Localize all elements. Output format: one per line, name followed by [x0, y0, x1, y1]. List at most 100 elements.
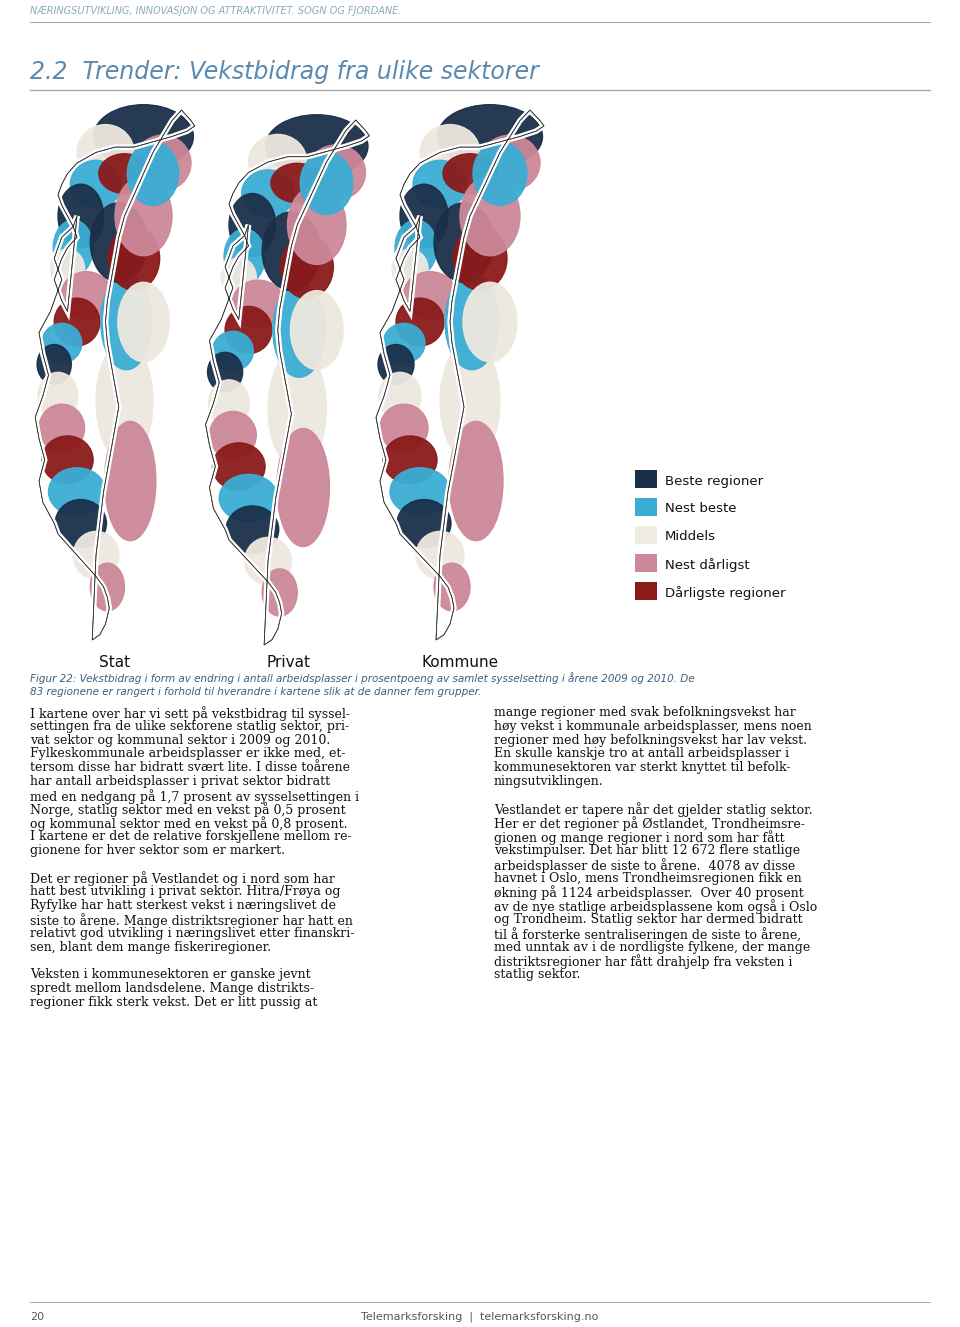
Text: hatt best utvikling i privat sektor. Hitra/Frøya og: hatt best utvikling i privat sektor. Hit…	[30, 885, 341, 898]
Text: har antall arbeidsplasser i privat sektor bidratt: har antall arbeidsplasser i privat sekto…	[30, 775, 330, 788]
Ellipse shape	[94, 105, 193, 169]
Ellipse shape	[268, 350, 326, 468]
Ellipse shape	[413, 161, 467, 208]
Text: spredt mellom landsdelene. Mange distrikts-: spredt mellom landsdelene. Mange distrik…	[30, 982, 314, 995]
Bar	[635, 498, 657, 516]
Text: ningsutviklingen.: ningsutviklingen.	[494, 775, 604, 788]
Text: Middels: Middels	[665, 531, 716, 544]
Ellipse shape	[209, 411, 256, 459]
Text: Nest beste: Nest beste	[665, 503, 736, 515]
Ellipse shape	[262, 569, 298, 616]
Ellipse shape	[390, 467, 450, 515]
Text: Stat: Stat	[100, 656, 131, 670]
Ellipse shape	[400, 184, 448, 248]
Text: Vestlandet er tapere når det gjelder statlig sektor.: Vestlandet er tapere når det gjelder sta…	[494, 803, 812, 817]
Ellipse shape	[99, 154, 150, 194]
Ellipse shape	[271, 163, 324, 203]
Text: distriktsregioner har fått drahjelp fra veksten i: distriktsregioner har fått drahjelp fra …	[494, 954, 793, 969]
Text: tersom disse har bidratt svært lite. I disse toårene: tersom disse har bidratt svært lite. I d…	[30, 762, 350, 774]
Ellipse shape	[115, 176, 172, 256]
Bar	[635, 553, 657, 572]
Text: Det er regioner på Vestlandet og i nord som har: Det er regioner på Vestlandet og i nord …	[30, 872, 335, 886]
Ellipse shape	[287, 186, 346, 264]
Ellipse shape	[118, 283, 169, 362]
Text: mange regioner med svak befolkningsvekst har: mange regioner med svak befolkningsvekst…	[494, 706, 796, 719]
Ellipse shape	[60, 272, 112, 320]
Ellipse shape	[434, 203, 494, 283]
Ellipse shape	[134, 135, 191, 191]
Text: arbeidsplasser de siste to årene.  4078 av disse: arbeidsplasser de siste to årene. 4078 a…	[494, 857, 795, 873]
Text: økning på 1124 arbeidsplasser.  Over 40 prosent: økning på 1124 arbeidsplasser. Over 40 p…	[494, 885, 804, 900]
Text: av de nye statlige arbeidsplassene kom også i Oslo: av de nye statlige arbeidsplassene kom o…	[494, 900, 817, 914]
Text: Veksten i kommunesektoren er ganske jevnt: Veksten i kommunesektoren er ganske jevn…	[30, 969, 311, 981]
Ellipse shape	[463, 283, 517, 362]
Ellipse shape	[276, 429, 329, 547]
Ellipse shape	[416, 531, 464, 579]
Ellipse shape	[307, 145, 366, 200]
Text: Ryfylke har hatt sterkest vekst i næringslivet de: Ryfylke har hatt sterkest vekst i næring…	[30, 900, 336, 912]
Text: til å forsterke sentraliseringen de siste to årene,: til å forsterke sentraliseringen de sist…	[494, 926, 802, 942]
Ellipse shape	[54, 299, 100, 346]
Text: Privat: Privat	[266, 656, 310, 670]
Ellipse shape	[229, 194, 276, 256]
Ellipse shape	[90, 563, 125, 610]
Ellipse shape	[449, 422, 503, 540]
Ellipse shape	[245, 537, 292, 585]
Ellipse shape	[473, 142, 527, 206]
Ellipse shape	[212, 443, 265, 490]
Text: og Trondheim. Statlig sektor har dermed bidratt: og Trondheim. Statlig sektor har dermed …	[494, 913, 803, 926]
Ellipse shape	[39, 405, 84, 453]
Ellipse shape	[42, 324, 82, 364]
Text: settingen fra de ulike sektorene statlig sektor, pri-: settingen fra de ulike sektorene statlig…	[30, 719, 349, 733]
Ellipse shape	[460, 176, 520, 256]
Ellipse shape	[300, 151, 353, 215]
Ellipse shape	[77, 125, 134, 180]
Text: og kommunal sektor med en vekst på 0,8 prosent.: og kommunal sektor med en vekst på 0,8 p…	[30, 816, 348, 831]
Ellipse shape	[443, 154, 497, 194]
Ellipse shape	[90, 203, 147, 283]
Text: regioner fikk sterk vekst. Det er litt pussig at: regioner fikk sterk vekst. Det er litt p…	[30, 995, 318, 1009]
Ellipse shape	[108, 227, 159, 291]
Ellipse shape	[38, 373, 78, 421]
Ellipse shape	[438, 105, 542, 169]
Text: I kartene over har vi sett på vekstbidrag til syssel-: I kartene over har vi sett på vekstbidra…	[30, 706, 350, 721]
Text: kommunesektoren var sterkt knyttet til befolk-: kommunesektoren var sterkt knyttet til b…	[494, 762, 790, 774]
Ellipse shape	[397, 499, 451, 547]
Ellipse shape	[219, 474, 277, 522]
Ellipse shape	[383, 437, 437, 483]
Ellipse shape	[224, 230, 265, 284]
Text: med unntak av i de nordligste fylkene, der mange: med unntak av i de nordligste fylkene, d…	[494, 941, 810, 954]
Text: høy vekst i kommunale arbeidsplasser, mens noen: høy vekst i kommunale arbeidsplasser, me…	[494, 719, 812, 733]
Ellipse shape	[291, 291, 343, 369]
Ellipse shape	[380, 405, 428, 453]
Text: I kartene er det de relative forskjellene mellom re-: I kartene er det de relative forskjellen…	[30, 831, 351, 843]
Ellipse shape	[96, 342, 153, 460]
Bar	[635, 583, 657, 600]
Ellipse shape	[225, 307, 272, 353]
Text: havnet i Oslo, mens Trondheimsregionen fikk en: havnet i Oslo, mens Trondheimsregionen f…	[494, 872, 802, 885]
Text: Telemarksforsking  |  telemarksforsking.no: Telemarksforsking | telemarksforsking.no	[361, 1312, 599, 1323]
Ellipse shape	[440, 342, 500, 460]
Ellipse shape	[395, 220, 437, 276]
Text: 20: 20	[30, 1312, 44, 1322]
Ellipse shape	[266, 114, 368, 178]
Text: 2.2  Trender: Vekstbidrag fra ulike sektorer: 2.2 Trender: Vekstbidrag fra ulike sekto…	[30, 60, 539, 84]
Ellipse shape	[434, 563, 470, 610]
Text: statlig sektor.: statlig sektor.	[494, 969, 581, 981]
Ellipse shape	[249, 134, 307, 190]
Ellipse shape	[105, 422, 156, 540]
Ellipse shape	[273, 283, 325, 377]
Text: gionene for hver sektor som er markert.: gionene for hver sektor som er markert.	[30, 844, 285, 857]
Text: En skulle kanskje tro at antall arbeidsplasser i: En skulle kanskje tro at antall arbeidsp…	[494, 747, 789, 760]
Ellipse shape	[212, 332, 253, 370]
Ellipse shape	[280, 235, 333, 299]
Text: Figur 22: Vekstbidrag i form av endring i antall arbeidsplasser i prosentpoeng a: Figur 22: Vekstbidrag i form av endring …	[30, 671, 695, 697]
Ellipse shape	[226, 506, 278, 553]
Text: vekstimpulser. Det har blitt 12 672 flere statlige: vekstimpulser. Det har blitt 12 672 fler…	[494, 844, 800, 857]
Ellipse shape	[101, 275, 152, 370]
Text: gionen og mange regioner i nord som har fått: gionen og mange regioner i nord som har …	[494, 831, 784, 845]
Ellipse shape	[73, 531, 119, 579]
Ellipse shape	[49, 467, 106, 515]
Bar	[635, 470, 657, 488]
Ellipse shape	[128, 142, 179, 206]
